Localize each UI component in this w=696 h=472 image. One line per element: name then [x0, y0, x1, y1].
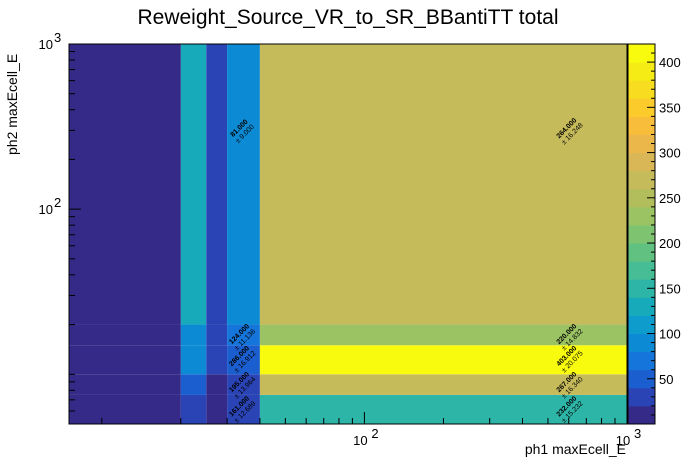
colorbar-swatch — [628, 279, 655, 298]
chart-title: Reweight_Source_VR_to_SR_BBantiTT total — [137, 6, 559, 29]
colorbar-swatch — [628, 405, 655, 425]
heatmap-cell — [206, 394, 228, 424]
heatmap-cell — [69, 324, 181, 346]
heatmap-cell — [180, 324, 207, 346]
colorbar-swatch — [628, 80, 655, 99]
colorbar-swatch — [628, 62, 655, 81]
colorbar: 50 100 150 200 250 300 350 400 — [627, 43, 681, 425]
heatmap-cell — [180, 44, 207, 325]
colorbar-swatch — [628, 188, 655, 208]
heatmap-cell — [259, 44, 627, 325]
heatmap-cell — [206, 345, 228, 375]
heatmap-cell — [227, 394, 260, 424]
heatmap-cell — [69, 44, 181, 325]
colorbar-swatch — [628, 206, 655, 226]
colorbar-tick-label: 150 — [659, 281, 681, 296]
heatmap-cell — [259, 374, 627, 395]
heatmap-cell — [259, 324, 627, 346]
heatmap-cell — [227, 374, 260, 395]
heatmap-cell — [206, 324, 228, 346]
heatmap-cell — [180, 374, 207, 395]
y-axis-label: ph2 maxEcell_E — [4, 53, 20, 155]
y-tick-exponent: 2 — [54, 195, 61, 210]
heatmap-cell — [227, 44, 260, 325]
heatmap-cells — [69, 44, 627, 424]
colorbar-swatch — [628, 224, 655, 244]
colorbar-tick-label: 100 — [659, 327, 681, 342]
heatmap-cell — [227, 324, 260, 346]
colorbar-tick-label: 50 — [659, 372, 673, 387]
y-tick-label: 10 — [39, 37, 53, 52]
colorbar-swatch — [628, 261, 655, 280]
x-tick-label: 10 — [353, 433, 367, 448]
heatmap-cell — [259, 345, 627, 375]
colorbar-swatch — [628, 387, 655, 407]
colorbar-swatch — [628, 116, 655, 135]
colorbar-tick-label: 400 — [659, 55, 681, 70]
x-axis-label: ph1 maxEcell_E — [524, 441, 626, 457]
colorbar-swatch — [628, 152, 655, 172]
colorbar-swatch — [628, 369, 655, 389]
colorbar-swatch — [628, 315, 655, 335]
heatmap-cell — [180, 345, 207, 375]
colorbar-swatch — [628, 297, 655, 316]
colorbar-tick-label: 350 — [659, 100, 681, 115]
colorbar-swatch — [628, 170, 655, 190]
heatmap-cell — [69, 394, 181, 424]
x-axis-ticks: 10 2 10 3 — [101, 412, 641, 448]
heatmap-cell — [69, 374, 181, 395]
colorbar-swatch — [628, 44, 655, 63]
colorbar-swatch — [628, 351, 655, 371]
colorbar-swatch — [628, 134, 655, 154]
heatmap-cell — [206, 44, 228, 325]
heatmap-cell — [206, 374, 228, 395]
colorbar-swatch — [628, 243, 655, 262]
heatmap-cell — [69, 345, 181, 375]
colorbar-tick-label: 250 — [659, 191, 681, 206]
x-tick-exponent: 3 — [634, 426, 641, 441]
heatmap-cell — [227, 345, 260, 375]
y-tick-label: 10 — [39, 202, 53, 217]
x-tick-label: 10 — [616, 433, 630, 448]
colorbar-swatch — [628, 98, 655, 117]
y-tick-exponent: 3 — [54, 30, 61, 45]
colorbar-swatch — [628, 333, 655, 353]
colorbar-tick-label: 200 — [659, 236, 681, 251]
plot-frame — [68, 43, 628, 425]
colorbar-tick-label: 300 — [659, 146, 681, 161]
heatmap-cell — [180, 394, 207, 424]
x-tick-exponent: 2 — [371, 426, 378, 441]
